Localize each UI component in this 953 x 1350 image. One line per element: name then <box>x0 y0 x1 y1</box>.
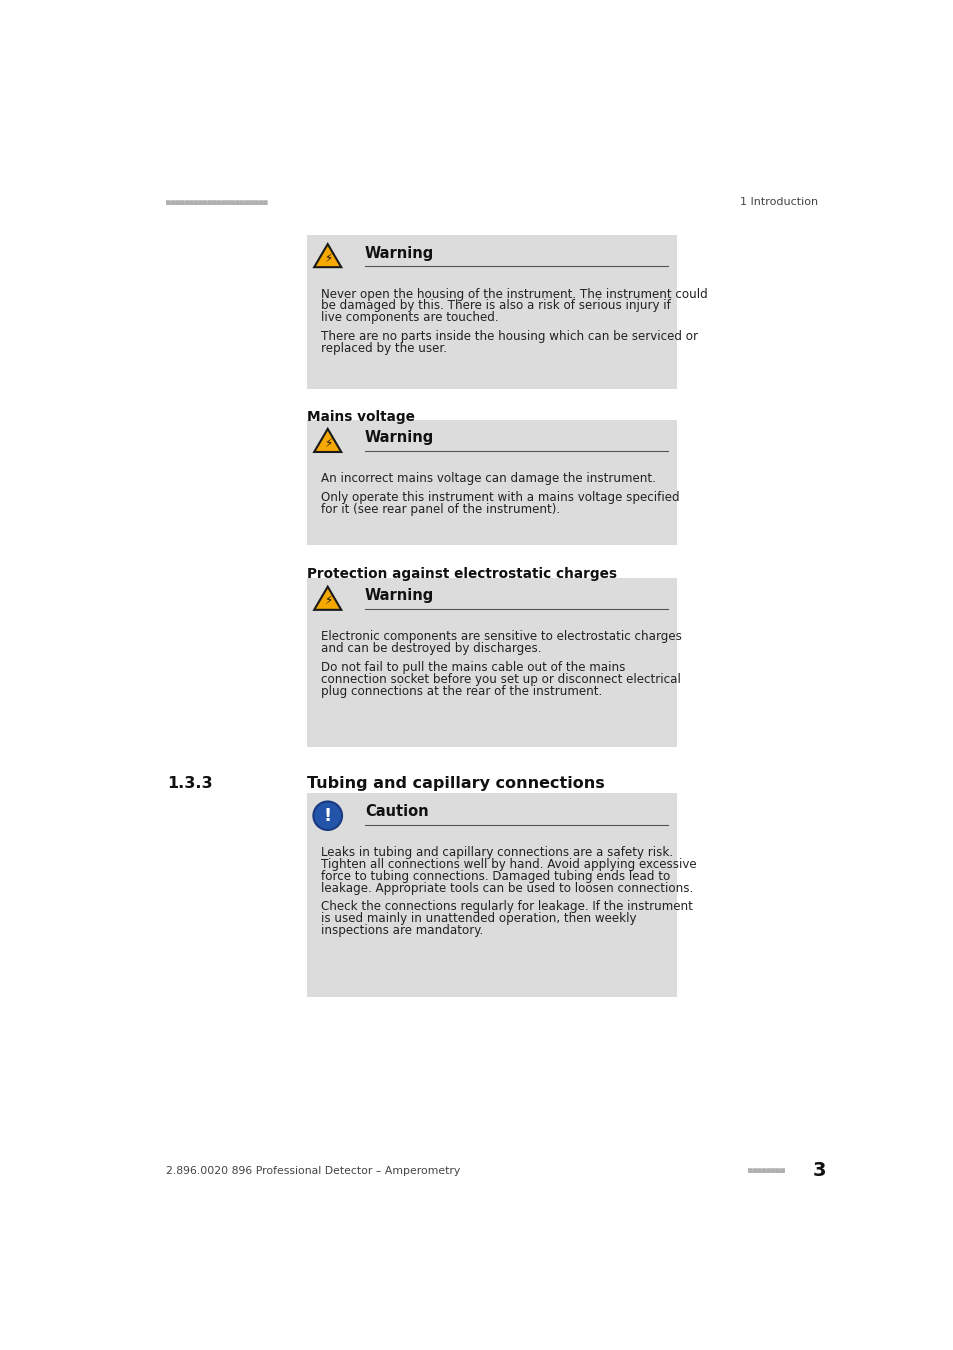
Text: Leaks in tubing and capillary connections are a safety risk.: Leaks in tubing and capillary connection… <box>320 845 672 859</box>
Text: live components are touched.: live components are touched. <box>320 312 497 324</box>
Text: Warning: Warning <box>365 589 434 603</box>
Text: Mains voltage: Mains voltage <box>307 410 415 424</box>
Text: !: ! <box>323 807 332 825</box>
Text: Electronic components are sensitive to electrostatic charges: Electronic components are sensitive to e… <box>320 630 680 643</box>
Polygon shape <box>314 587 341 610</box>
Text: ⚡: ⚡ <box>323 436 332 450</box>
Text: leakage. Appropriate tools can be used to loosen connections.: leakage. Appropriate tools can be used t… <box>320 882 692 895</box>
Text: ■■■■■■■■: ■■■■■■■■ <box>747 1166 784 1176</box>
Text: Do not fail to pull the mains cable out of the mains: Do not fail to pull the mains cable out … <box>320 662 624 674</box>
Text: Check the connections regularly for leakage. If the instrument: Check the connections regularly for leak… <box>320 900 692 914</box>
Text: 1 Introduction: 1 Introduction <box>740 197 818 207</box>
FancyBboxPatch shape <box>307 420 677 545</box>
Polygon shape <box>314 429 341 452</box>
Text: Protection against electrostatic charges: Protection against electrostatic charges <box>307 567 617 580</box>
Text: ⚡: ⚡ <box>323 251 332 265</box>
FancyBboxPatch shape <box>307 235 677 389</box>
FancyBboxPatch shape <box>307 794 677 998</box>
Text: inspections are mandatory.: inspections are mandatory. <box>320 925 482 937</box>
Polygon shape <box>314 244 341 267</box>
Text: 1.3.3: 1.3.3 <box>167 776 213 791</box>
Text: An incorrect mains voltage can damage the instrument.: An incorrect mains voltage can damage th… <box>320 472 655 485</box>
Text: Warning: Warning <box>365 246 434 261</box>
Text: There are no parts inside the housing which can be serviced or: There are no parts inside the housing wh… <box>320 331 697 343</box>
FancyBboxPatch shape <box>307 578 677 747</box>
Text: Tubing and capillary connections: Tubing and capillary connections <box>307 776 604 791</box>
Text: 2.896.0020 896 Professional Detector – Amperometry: 2.896.0020 896 Professional Detector – A… <box>166 1165 459 1176</box>
Text: is used mainly in unattended operation, then weekly: is used mainly in unattended operation, … <box>320 913 636 925</box>
Text: ⚡: ⚡ <box>323 594 332 608</box>
Text: Caution: Caution <box>365 803 428 818</box>
Text: be damaged by this. There is also a risk of serious injury if: be damaged by this. There is also a risk… <box>320 300 670 312</box>
Text: connection socket before you set up or disconnect electrical: connection socket before you set up or d… <box>320 672 679 686</box>
Circle shape <box>313 802 342 830</box>
Text: plug connections at the rear of the instrument.: plug connections at the rear of the inst… <box>320 684 601 698</box>
Text: and can be destroyed by discharges.: and can be destroyed by discharges. <box>320 643 540 655</box>
Text: Tighten all connections well by hand. Avoid applying excessive: Tighten all connections well by hand. Av… <box>320 857 696 871</box>
Text: Warning: Warning <box>365 431 434 446</box>
Text: ■■■■■■■■■■■■■■■■■■■■■■: ■■■■■■■■■■■■■■■■■■■■■■ <box>166 197 267 207</box>
Text: for it (see rear panel of the instrument).: for it (see rear panel of the instrument… <box>320 504 559 516</box>
Text: Only operate this instrument with a mains voltage specified: Only operate this instrument with a main… <box>320 491 679 504</box>
Text: replaced by the user.: replaced by the user. <box>320 342 446 355</box>
Text: force to tubing connections. Damaged tubing ends lead to: force to tubing connections. Damaged tub… <box>320 869 669 883</box>
Text: Never open the housing of the instrument. The instrument could: Never open the housing of the instrument… <box>320 288 707 301</box>
Text: 3: 3 <box>812 1161 825 1180</box>
